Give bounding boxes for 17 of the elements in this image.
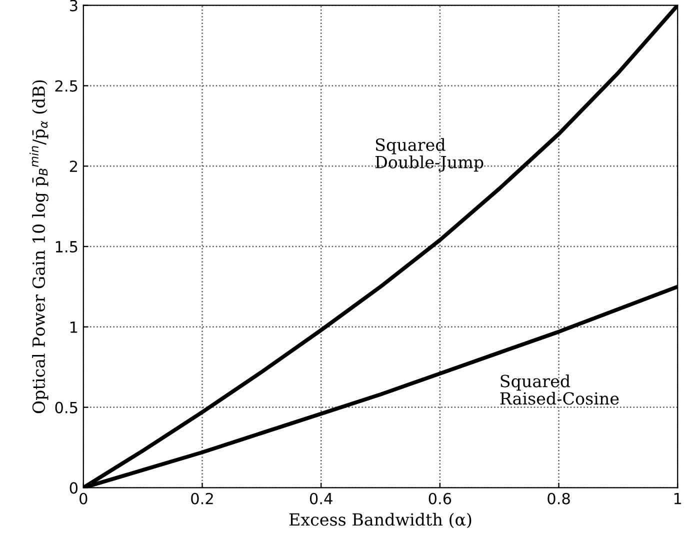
y-tick-label: 0 bbox=[70, 482, 78, 494]
x-tick-label: 1 bbox=[674, 493, 682, 504]
y-tick-label: 1 bbox=[70, 322, 78, 333]
y-tick-label: 0.5 bbox=[55, 402, 78, 414]
y-tick-label: 3 bbox=[70, 0, 78, 12]
series-label: Squared Double-Jump bbox=[375, 138, 484, 172]
y-tick-label: 2.5 bbox=[55, 80, 78, 92]
y-tick-label: 2 bbox=[70, 160, 78, 172]
y-axis-title: Optical Power Gain 10 log p̄$_{B}$$^{min}$/p̄$_{α}$ (dB) bbox=[30, 80, 48, 414]
series-label: Squared Raised-Cosine bbox=[500, 374, 619, 405]
x-tick-label: 0.8 bbox=[548, 492, 570, 504]
x-tick-label: 0 bbox=[80, 492, 88, 504]
x-tick-label: 0.2 bbox=[191, 492, 213, 504]
x-axis-title: Excess Bandwidth (α) bbox=[289, 512, 472, 528]
x-tick-label: 0.4 bbox=[310, 492, 332, 504]
y-tick-label: 1.5 bbox=[56, 241, 78, 253]
x-tick-label: 0.6 bbox=[428, 492, 452, 504]
